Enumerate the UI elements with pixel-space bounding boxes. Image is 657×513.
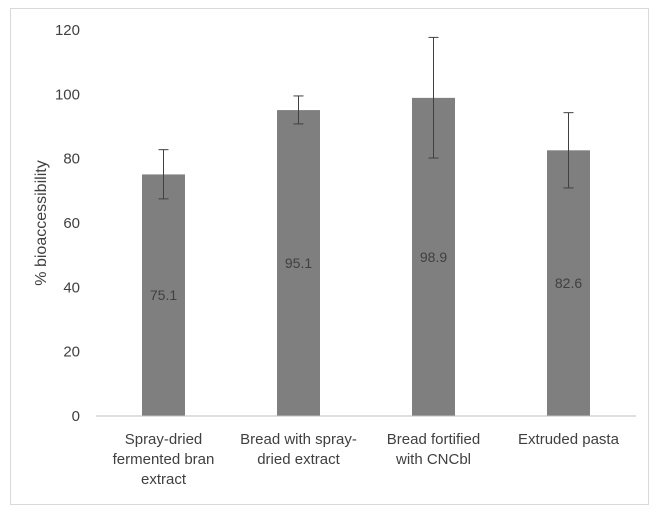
y-axis-title: % bioaccessibility — [33, 160, 50, 285]
x-tick-label-line: Bread with spray- — [240, 431, 357, 448]
x-tick-label-line: extract — [141, 471, 187, 488]
bar — [142, 174, 185, 416]
data-label: 75.1 — [150, 287, 177, 303]
data-label: 82.6 — [555, 275, 582, 291]
x-tick-label-line: Bread fortified — [387, 431, 480, 448]
y-tick-label: 100 — [55, 86, 80, 103]
error-bar — [428, 36, 439, 159]
chart-area — [10, 8, 649, 505]
y-tick-label: 80 — [63, 151, 80, 168]
data-label: 95.1 — [285, 255, 312, 271]
x-tick-label-line: fermented bran — [113, 451, 215, 468]
y-tick-label: 120 — [55, 22, 80, 39]
bar — [547, 150, 590, 416]
x-tick-label-line: Spray-dried — [125, 431, 203, 448]
x-tick-label: Extruded pasta — [518, 431, 620, 448]
y-tick-label: 20 — [63, 344, 80, 361]
x-tick-label-line: dried extract — [257, 451, 340, 468]
data-label: 98.9 — [420, 249, 447, 265]
x-tick-label: Spray-dried fermented bran extract — [113, 431, 215, 488]
y-tick-label: 0 — [72, 408, 80, 425]
bar — [277, 110, 320, 416]
x-tick-label-line: Extruded pasta — [518, 431, 620, 448]
y-tick-label: 40 — [63, 279, 80, 296]
x-tick-label: Bread with spray-dried extract — [240, 431, 357, 468]
error-bar — [158, 149, 169, 200]
y-tick-label: 60 — [63, 215, 80, 232]
error-bar — [293, 95, 304, 125]
x-tick-label-line: with CNCbl — [395, 451, 471, 468]
error-bar — [563, 112, 574, 189]
x-tick-label: Bread fortified with CNCbl — [387, 431, 480, 468]
